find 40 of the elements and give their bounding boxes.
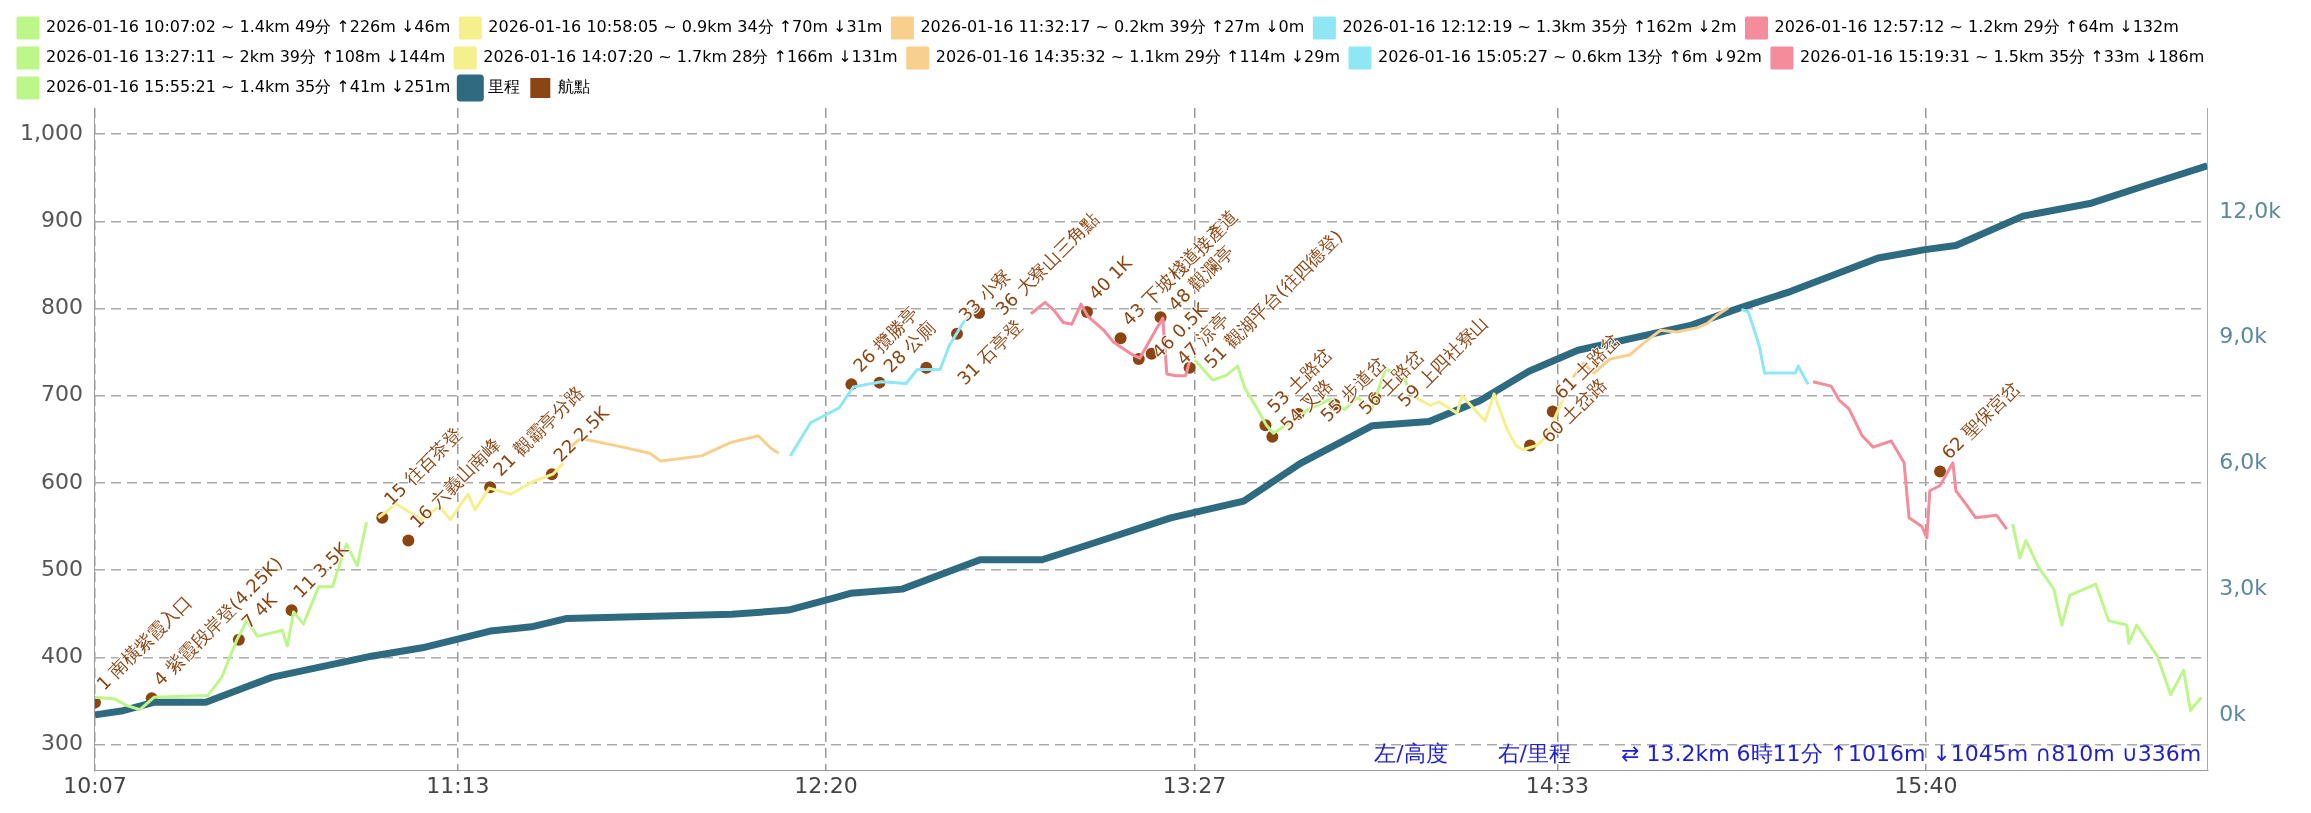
- y2-tick-label: 6,0k: [2219, 449, 2268, 475]
- legend-label: 2026-01-16 10:07:02 ~ 1.4km 49分 ↑226m ↓46m: [46, 17, 451, 37]
- x-tick-label: 14:33: [1525, 772, 1590, 798]
- y-tick-label: 400: [40, 642, 83, 668]
- legend-label: 2026-01-16 14:35:32 ~ 1.1km 29分 ↑114m ↓29m: [935, 47, 1341, 67]
- legend-label: 航點: [558, 77, 591, 97]
- legend-label: 里程: [488, 77, 521, 97]
- legend-label: 2026-01-16 14:07:20 ~ 1.7km 28分 ↑166m ↓131m: [483, 47, 898, 67]
- y-tick-label: 500: [40, 555, 83, 581]
- y-tick-label: 300: [40, 730, 83, 756]
- legend-label: 2026-01-16 13:27:11 ~ 2km 39分 ↑108m ↓144m: [46, 47, 446, 67]
- x-tick-label: 10:07: [63, 772, 127, 798]
- legend-label: 2026-01-16 12:57:12 ~ 1.2km 29分 ↑64m ↓132m: [1774, 17, 2179, 37]
- y2-tick-label: 9,0k: [2219, 323, 2268, 349]
- annotation: 左/高度: [1374, 741, 1448, 767]
- y2-tick-label: 0k: [2219, 700, 2247, 726]
- y-tick-label: 1,000: [20, 119, 83, 145]
- legend-label: 2026-01-16 15:55:21 ~ 1.4km 35分 ↑41m ↓251m: [46, 77, 451, 97]
- y-tick-label: 800: [40, 294, 83, 320]
- y-tick-label: 600: [40, 468, 83, 494]
- x-tick-label: 15:40: [1894, 772, 1958, 798]
- y-tick-label: 900: [40, 207, 83, 233]
- legend-label: 2026-01-16 15:19:31 ~ 1.5km 35分 ↑33m ↓186m: [1799, 47, 2205, 67]
- point: [1934, 465, 1947, 478]
- y2-tick-label: 3,0k: [2219, 574, 2268, 600]
- annotation: ⇄ 13.2km 6時11分 ↑1016m ↓1045m ∩810m ∪336m: [1620, 741, 2202, 767]
- annotation: 62 聖保宮岔: [1937, 377, 2024, 464]
- annotation: 40 1K: [1084, 251, 1137, 304]
- x-tick-label: 12:20: [794, 772, 858, 798]
- y-tick-label: 700: [40, 381, 83, 407]
- legend-label: 2026-01-16 12:12:19 ~ 1.3km 35分 ↑162m ↓2m: [1342, 17, 1737, 37]
- legend-label: 2026-01-16 10:58:05 ~ 0.9km 34分 ↑70m ↓31m: [488, 17, 883, 37]
- x-tick-label: 13:27: [1162, 772, 1227, 798]
- y2-tick-label: 12,0k: [2219, 197, 2282, 223]
- annotation: 右/里程: [1497, 741, 1571, 767]
- point: [1114, 332, 1127, 345]
- legend-label: 2026-01-16 15:05:27 ~ 0.6km 13分 ↑6m ↓92m: [1378, 47, 1762, 67]
- point: [402, 534, 415, 547]
- legend-label: 2026-01-16 11:32:17 ~ 0.2km 39分 ↑27m ↓0m: [920, 17, 1305, 37]
- x-tick-label: 11:13: [426, 772, 490, 798]
